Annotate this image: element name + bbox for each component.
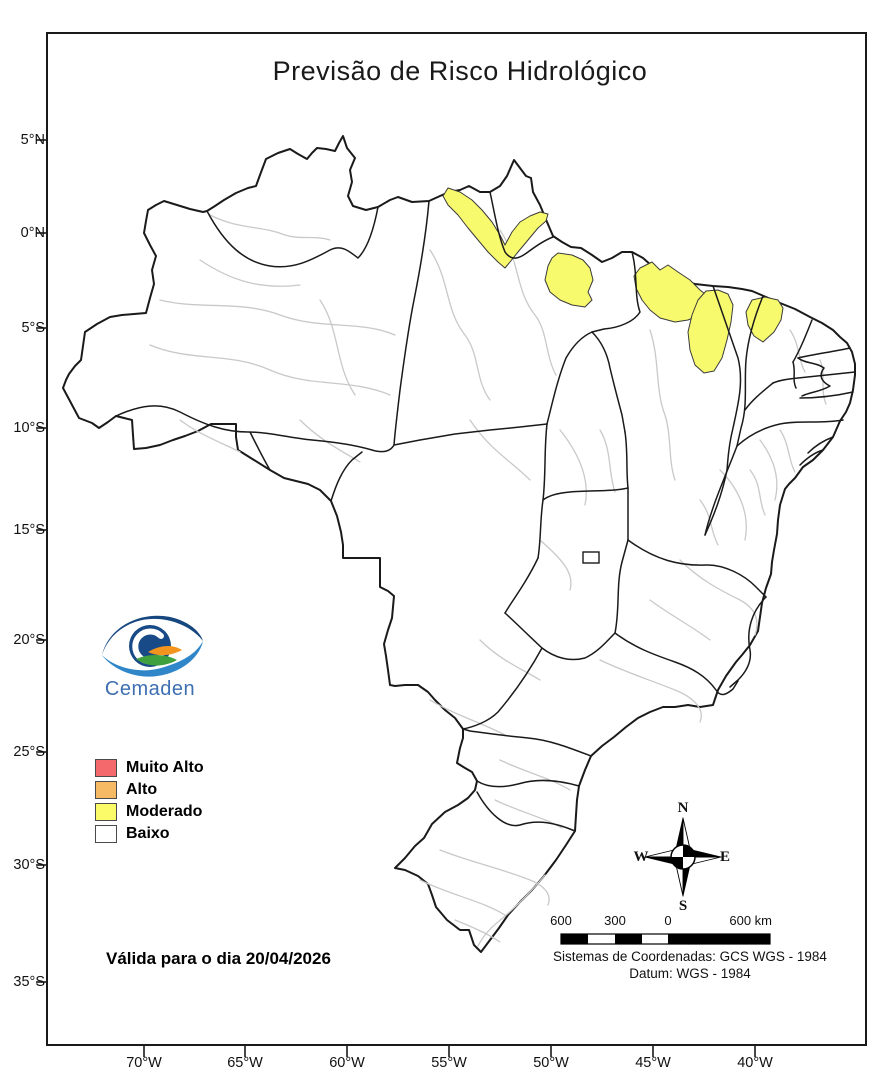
- map-frame: [46, 32, 867, 1046]
- coordinate-system-line1: Sistemas de Coordenadas: GCS WGS - 1984: [553, 949, 827, 964]
- risk-region-moderado: [544, 252, 594, 308]
- legend-label: Muito Alto: [126, 759, 204, 776]
- latitude-label: 20°S: [13, 632, 45, 648]
- legend-label: Baixo: [126, 825, 170, 842]
- legend-swatch-moderado: [95, 803, 117, 821]
- subregion-borders: [149, 214, 827, 947]
- latitude-label: 35°S: [13, 974, 45, 990]
- longitude-label: 50°W: [533, 1055, 569, 1071]
- latitude-label: 10°S: [13, 420, 45, 436]
- compass-label-w: W: [633, 849, 649, 865]
- latitude-label: 25°S: [13, 744, 45, 760]
- latitude-label: 5°N: [20, 132, 45, 148]
- longitude-label: 40°W: [737, 1055, 773, 1071]
- legend-label: Alto: [126, 781, 158, 798]
- scale-label-0: 0: [664, 913, 672, 928]
- logo-green-swoosh: [136, 654, 177, 666]
- logo-lower-swoosh: [102, 641, 203, 677]
- risk-regions-moderado: [442, 187, 784, 374]
- legend-item-moderado: Moderado: [95, 801, 204, 823]
- latitude-label: 5°S: [21, 320, 45, 336]
- legend-item-baixo: Baixo: [95, 823, 204, 845]
- cemaden-logo: [102, 615, 203, 677]
- compass-label-s: S: [678, 898, 688, 914]
- longitude-ticks: [143, 1045, 756, 1057]
- longitude-label: 70°W: [126, 1055, 162, 1071]
- longitude-label: 65°W: [227, 1055, 263, 1071]
- page-title: Previsão de Risco Hidrológico: [272, 56, 648, 86]
- longitude-label: 45°W: [635, 1055, 671, 1071]
- longitude-label: 55°W: [431, 1055, 467, 1071]
- legend-swatch-alto: [95, 781, 117, 799]
- validity-note: Válida para o dia 20/04/2026: [106, 949, 331, 968]
- legend-label: Moderado: [126, 803, 203, 820]
- latitude-label: 30°S: [13, 857, 45, 873]
- compass-label-n: N: [677, 800, 689, 816]
- cemaden-logo-text: Cemaden: [104, 678, 196, 700]
- scale-label-600km: 600 km: [729, 913, 772, 928]
- scale-bar: [560, 933, 771, 945]
- legend-item-alto: Alto: [95, 779, 204, 801]
- scale-label-600-left: 600: [550, 913, 572, 928]
- latitude-ticks: [36, 139, 47, 983]
- distrito-federal-rect: [582, 551, 600, 564]
- compass-label-e: E: [719, 849, 730, 865]
- risk-region-moderado: [745, 296, 784, 343]
- latitude-label: 0°N: [20, 225, 45, 241]
- legend-item-muito-alto: Muito Alto: [95, 757, 204, 779]
- latitude-label: 15°S: [13, 522, 45, 538]
- logo-orange-swoosh: [148, 646, 182, 656]
- legend-swatch-baixo: [95, 825, 117, 843]
- legend-swatch-muito-alto: [95, 759, 117, 777]
- longitude-label: 60°W: [329, 1055, 365, 1071]
- state-borders: [115, 191, 856, 832]
- coordinate-system-line2: Datum: WGS - 1984: [629, 966, 751, 981]
- compass-rose: [644, 817, 722, 897]
- scale-label-300: 300: [604, 913, 626, 928]
- risk-region-moderado: [442, 187, 549, 269]
- legend: Muito Alto Alto Moderado Baixo: [95, 757, 204, 845]
